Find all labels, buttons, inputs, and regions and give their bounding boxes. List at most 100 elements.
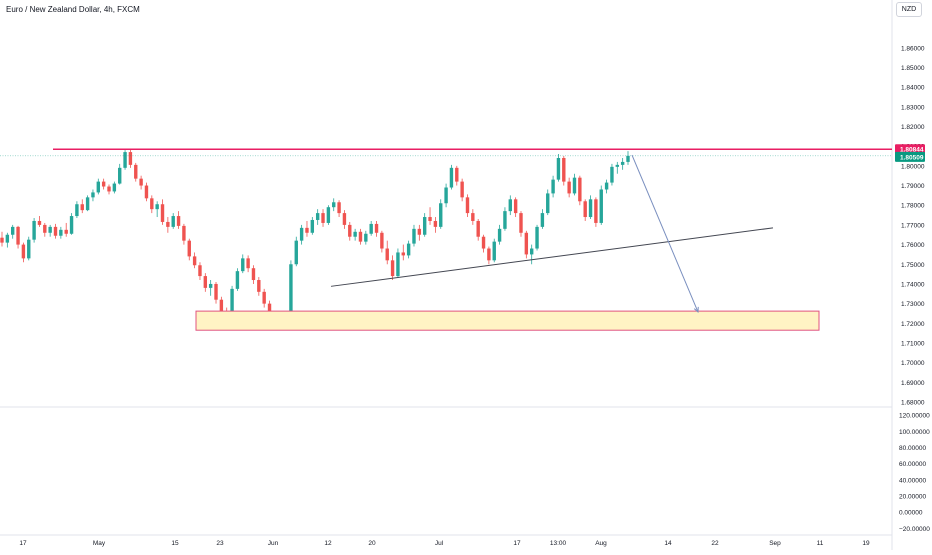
indicator-tick-label: 60.00000 [899,461,926,468]
candle [118,163,122,185]
candle [385,240,389,265]
candle-body [267,303,272,316]
candle-body [481,236,486,249]
candle [107,184,111,195]
candle [289,260,293,320]
candle-body [203,276,208,288]
candle [497,224,502,245]
candle [0,231,4,247]
price-tick-label: 1.82000 [901,124,925,131]
candle [96,178,101,195]
candle [21,242,26,263]
candle-body [139,178,143,186]
candle [460,178,464,202]
candle-body [112,183,117,192]
time-tick-label: 19 [862,540,870,547]
candle [305,220,309,237]
candle-body [64,229,68,234]
candle [588,195,593,219]
candle-body [219,299,224,313]
price-tick-label: 1.77000 [901,222,925,229]
candle [214,281,218,304]
candle-body [80,204,84,211]
candle [53,223,58,239]
candle [332,198,336,212]
candle [187,238,191,261]
price-tick-label: 1.85000 [901,65,925,72]
time-tick-label: 14 [664,540,672,547]
support-zone[interactable] [195,310,820,331]
candle-body [21,244,26,259]
candle [262,288,266,308]
candle-body [0,237,4,243]
candle [348,221,352,241]
candle-body [337,202,341,214]
candle [192,252,197,269]
candle-body [364,233,368,242]
candle [353,228,357,241]
candle [337,200,341,218]
candle-body [385,248,389,261]
candle-body [524,232,529,255]
candle-body [182,225,186,241]
candle [5,232,10,248]
candle-body [578,177,582,202]
time-tick-label: Sep [769,540,781,547]
candle [91,189,95,202]
candle [433,217,438,233]
time-tick-label: 13:00 [550,540,567,547]
candle-body [289,264,293,319]
candle-body [390,260,395,277]
time-tick-label: 17 [19,540,27,547]
candle-body [551,179,555,194]
candle-body [32,220,36,240]
price-tick-label: 1.78000 [901,203,925,210]
candle [396,248,400,279]
candle [369,220,373,236]
candle [326,205,331,225]
candle [390,255,395,281]
candle [342,210,347,229]
candle-body [310,219,315,233]
candle-body [396,252,400,277]
candle-body [417,228,422,235]
candle-body [43,224,47,233]
candle [294,236,298,267]
candle [492,238,496,263]
price-tick-label: 1.79000 [901,183,925,190]
projection-arrow[interactable] [631,154,699,313]
candle-body [476,220,480,237]
candle-body [588,199,593,218]
candle-body [176,216,181,226]
candle-body [332,202,336,208]
candle-body [128,152,133,165]
candle [144,182,149,202]
candle-body [460,181,464,198]
candle [321,209,325,227]
candle [364,230,368,245]
ascending-trendline[interactable] [330,227,774,287]
candle-body [69,216,74,234]
candle [599,185,603,225]
candle-body [96,181,101,193]
candle [519,211,523,237]
candle-body [594,199,598,223]
candle [171,213,175,229]
candle [315,209,320,225]
candle [198,262,202,281]
candle [374,220,379,237]
candle [406,240,411,259]
candle-body [166,221,170,227]
candle [524,230,529,259]
candle-body [101,181,106,187]
currency-button[interactable]: NZD [896,2,922,17]
indicator-tick-label: −20.00000 [899,526,930,533]
candle-body [123,152,127,168]
candle-body [75,204,79,217]
candle [546,189,550,216]
candle-body [529,248,534,255]
projection-arrow-head [693,306,699,313]
candle [529,244,534,265]
